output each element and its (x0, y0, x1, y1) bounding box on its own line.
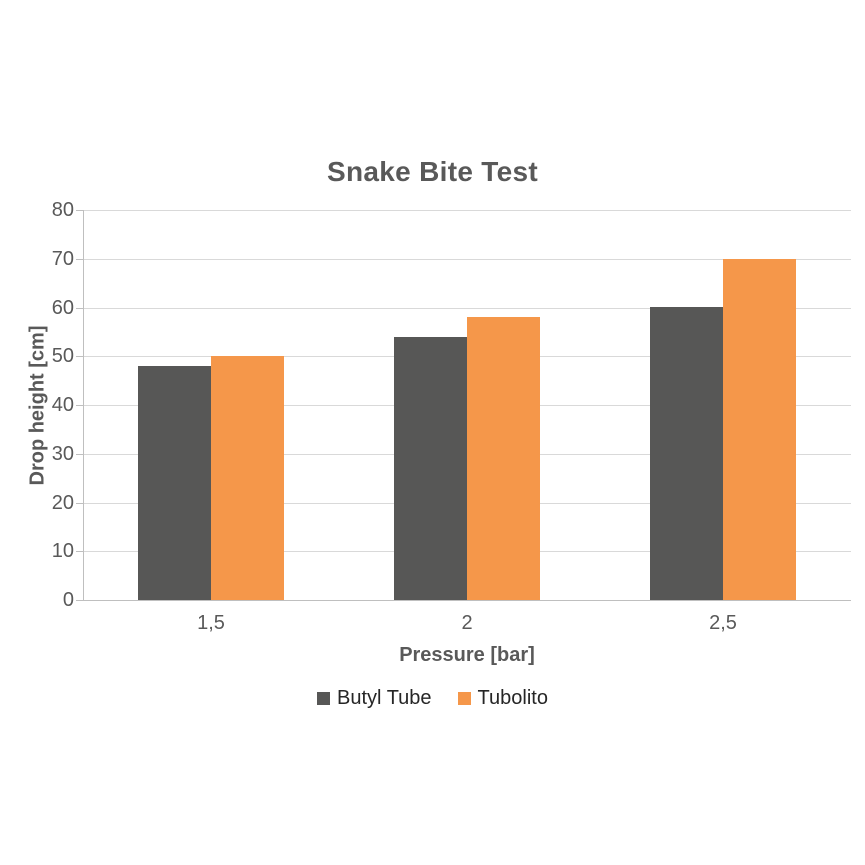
bar-tubolito (211, 356, 284, 600)
legend-item: Butyl Tube (317, 687, 432, 710)
y-tick-label: 10 (51, 540, 74, 562)
y-tick-label: 70 (51, 248, 74, 270)
legend-swatch (317, 692, 331, 705)
gridline (84, 259, 851, 260)
y-tick-mark (76, 551, 83, 552)
legend: Butyl Tube Tubolito (0, 687, 865, 710)
gridline (84, 210, 851, 211)
legend-label: Butyl Tube (337, 687, 432, 709)
y-tick-label: 60 (51, 297, 74, 319)
y-tick-label: 40 (51, 394, 74, 416)
x-tick-label: 2,5 (709, 612, 737, 634)
legend-swatch (457, 692, 471, 705)
bar-butyl-tube (650, 307, 723, 600)
gridline (84, 308, 851, 309)
y-tick-mark (76, 503, 83, 504)
bar-tubolito (467, 317, 540, 600)
x-tick-label: 2 (461, 612, 473, 634)
y-tick-mark (76, 405, 83, 406)
bar-butyl-tube (138, 366, 211, 600)
y-axis-line (83, 210, 84, 601)
legend-label: Tubolito (477, 687, 548, 709)
y-tick-mark (76, 600, 83, 601)
x-axis-title: Pressure [bar] (399, 644, 535, 666)
y-tick-mark (76, 210, 83, 211)
y-tick-mark (76, 308, 83, 309)
y-tick-mark (76, 454, 83, 455)
x-tick-label: 1,5 (197, 612, 225, 634)
y-tick-label: 50 (51, 345, 74, 367)
y-tick-mark (76, 259, 83, 260)
bar-tubolito (723, 259, 796, 600)
y-tick-label: 30 (51, 443, 74, 465)
bar-butyl-tube (394, 337, 467, 600)
y-tick-label: 20 (51, 492, 74, 514)
legend-item: Tubolito (457, 687, 548, 710)
y-tick-mark (76, 356, 83, 357)
y-tick-label: 80 (51, 199, 74, 221)
plot-area (83, 210, 851, 601)
y-tick-label: 0 (62, 589, 74, 611)
chart-title: Snake Bite Test (327, 156, 538, 187)
gridline (84, 600, 851, 601)
